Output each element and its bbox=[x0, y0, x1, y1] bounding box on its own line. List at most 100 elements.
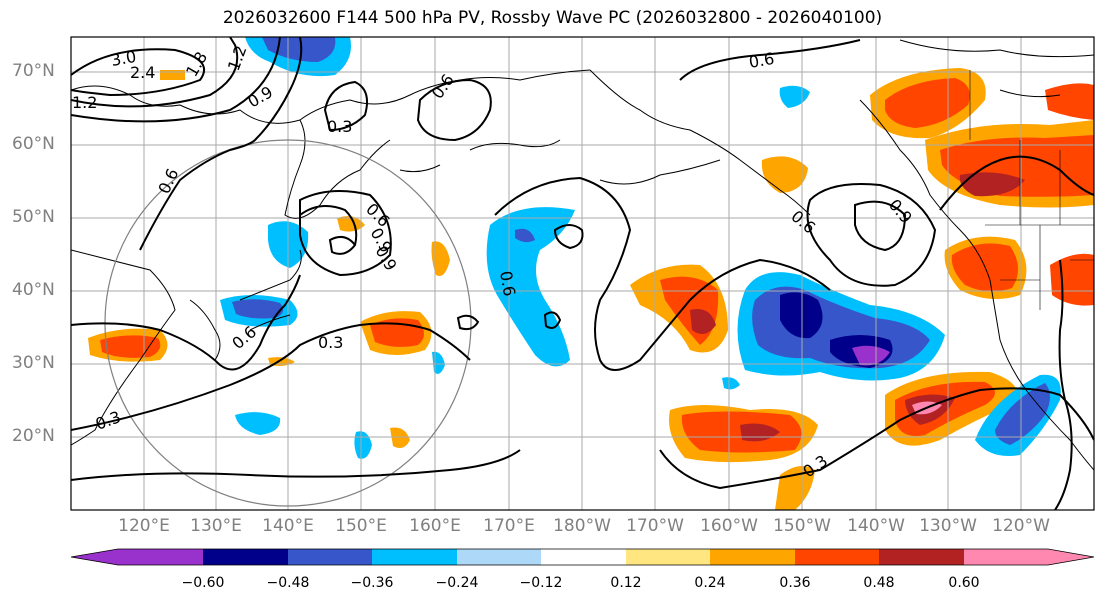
lon-label: 170°W bbox=[626, 516, 684, 536]
coastline-china bbox=[71, 249, 176, 446]
coastline-bering bbox=[399, 139, 561, 173]
coastline-aleutians bbox=[599, 159, 721, 185]
contour-siberia-06 bbox=[139, 37, 303, 251]
contour-arctic-ring-1 bbox=[71, 48, 206, 97]
warm-anomaly-alaska-core bbox=[885, 78, 970, 128]
contour-japan-inner bbox=[328, 235, 357, 255]
colorbar-tick-label: −0.12 bbox=[519, 575, 563, 591]
cold-anomaly-mexico-core bbox=[995, 383, 1050, 445]
warm-anomaly-gulf-alaska bbox=[761, 156, 808, 193]
gridlines bbox=[71, 37, 1094, 510]
cold-anomaly-dateline-core bbox=[515, 228, 535, 243]
colorbar-segment bbox=[710, 549, 795, 565]
pv-contours bbox=[71, 37, 1094, 510]
colorbar-segment bbox=[626, 549, 710, 565]
coastline-canada-north bbox=[899, 39, 1094, 98]
colorbar-tick-label: −0.24 bbox=[435, 575, 479, 591]
lon-label: 150°W bbox=[773, 516, 831, 536]
contour-label: 2.4 bbox=[130, 63, 155, 82]
shaded-fields bbox=[88, 37, 1094, 510]
lon-label: 160°W bbox=[700, 516, 758, 536]
borders bbox=[969, 70, 1094, 310]
colorbar-tick-label: 0.36 bbox=[779, 575, 811, 591]
contour-sw-03 bbox=[659, 387, 1094, 490]
contour-label: 0.3 bbox=[327, 117, 352, 136]
lon-label: 130°E bbox=[190, 516, 242, 536]
warm-anomaly-central-us bbox=[1050, 253, 1094, 306]
warm-anomaly-east-china-core bbox=[100, 335, 161, 358]
colorbar-tick-label: −0.60 bbox=[181, 575, 225, 591]
chart-title: 2026032600 F144 500 hPa PV, Rossby Wave … bbox=[222, 8, 883, 28]
lon-label: 180°W bbox=[553, 516, 611, 536]
contour-tropics-03 bbox=[71, 449, 521, 481]
lon-label: 160°E bbox=[409, 516, 461, 536]
contour-arctic-ring-2 bbox=[71, 37, 239, 108]
cold-anomaly-central-peak bbox=[852, 345, 890, 366]
contour-label: 1.2 bbox=[72, 93, 97, 112]
contour-okhotsk-03 bbox=[323, 80, 368, 132]
cold-anomaly-small-1 bbox=[354, 431, 372, 459]
cold-anomaly-subtropical-west bbox=[235, 412, 281, 435]
contour-dateline-inner bbox=[553, 224, 584, 250]
lat-label: 50°N bbox=[12, 207, 55, 227]
contour-gulf-low bbox=[806, 183, 937, 287]
contour-japan-09 bbox=[299, 205, 358, 246]
colorbar-segment bbox=[118, 549, 203, 565]
coastline-north-america bbox=[859, 99, 1094, 471]
warm-anomaly-small-2 bbox=[390, 427, 410, 448]
lat-label: 70°N bbox=[12, 61, 55, 81]
colorbar-segment bbox=[964, 549, 1048, 565]
coastline-alaska bbox=[589, 69, 811, 216]
lon-label: 150°E bbox=[335, 516, 387, 536]
contour-small-loop bbox=[456, 314, 480, 331]
contour-japan-lows bbox=[299, 190, 392, 277]
contour-label: 3.0 bbox=[109, 47, 137, 70]
lat-label: 40°N bbox=[12, 280, 55, 300]
contour-gulf-06 bbox=[679, 39, 861, 81]
colorbar-tick-label: 0.24 bbox=[694, 575, 726, 591]
contour-small-loop-2 bbox=[543, 311, 562, 329]
colorbar-high-extend bbox=[1048, 549, 1094, 565]
map-frame bbox=[70, 36, 1095, 511]
cold-anomaly-central-deep bbox=[780, 292, 823, 339]
colorbar-segment bbox=[288, 549, 372, 565]
lon-label: 140°W bbox=[847, 516, 905, 536]
colorbar-tick-label: −0.36 bbox=[350, 575, 394, 591]
colorbar-segment bbox=[203, 549, 288, 565]
colorbar-tick-label: −0.48 bbox=[266, 575, 310, 591]
colorbar-segment bbox=[541, 549, 626, 565]
contour-east-subtropical bbox=[1054, 259, 1073, 510]
warm-anomaly-small-1 bbox=[431, 241, 450, 276]
warm-anomaly-central-pacific-deep bbox=[690, 309, 716, 334]
colorbar bbox=[70, 548, 1095, 566]
border-us-states bbox=[1000, 225, 1094, 310]
colorbar-segment bbox=[372, 549, 457, 565]
warm-anomaly-small-3 bbox=[337, 216, 365, 232]
warm-anomaly-hudson bbox=[1045, 83, 1094, 120]
contour-subtropical-03 bbox=[71, 322, 471, 431]
contour-arctic-ring-3 bbox=[71, 37, 281, 123]
lat-label: 30°N bbox=[12, 353, 55, 373]
cold-anomaly-japan-south-core bbox=[232, 299, 284, 319]
contour-label: 0.6 bbox=[747, 49, 775, 72]
contour-west-06 bbox=[71, 274, 301, 371]
colorbar-segment bbox=[879, 549, 964, 565]
contour-label: 0.3 bbox=[318, 333, 343, 352]
colorbar-segment bbox=[457, 549, 541, 565]
contour-bering-06 bbox=[416, 78, 492, 142]
warm-anomaly-canada-deep bbox=[959, 172, 1025, 197]
lon-label: 120°W bbox=[992, 516, 1050, 536]
contour-gulf-09 bbox=[854, 200, 907, 252]
contour-canada-06 bbox=[939, 155, 1094, 211]
lon-label: 120°E bbox=[118, 516, 170, 536]
border-canada-provinces bbox=[969, 70, 1061, 225]
contour-dateline-loop bbox=[494, 176, 831, 371]
lon-label: 140°E bbox=[262, 516, 314, 536]
colorbar-low-extend bbox=[71, 549, 118, 565]
colorbar-tick-label: 0.12 bbox=[610, 575, 642, 591]
cold-anomaly-kamchatka-north-core bbox=[262, 37, 336, 62]
contour-label: 0.6 bbox=[496, 269, 519, 297]
colorbar-tick-label: 0.48 bbox=[863, 575, 895, 591]
colorbar-outline bbox=[70, 548, 1095, 566]
